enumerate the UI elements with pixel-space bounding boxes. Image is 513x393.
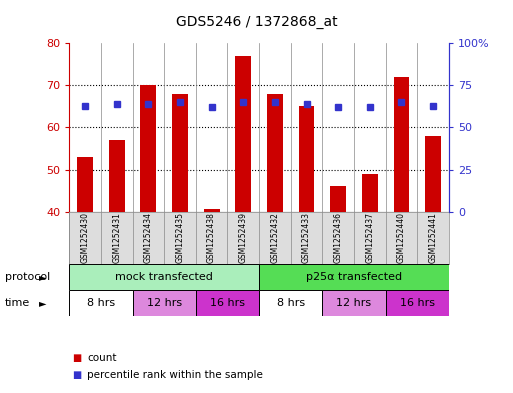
Text: mock transfected: mock transfected	[115, 272, 213, 282]
Text: GSM1252432: GSM1252432	[270, 212, 280, 263]
Text: GSM1252430: GSM1252430	[81, 212, 90, 263]
Text: GSM1252431: GSM1252431	[112, 212, 121, 263]
Text: GSM1252441: GSM1252441	[428, 212, 438, 263]
Text: 12 hrs: 12 hrs	[337, 298, 371, 308]
Text: GSM1252435: GSM1252435	[175, 212, 185, 263]
Text: GSM1252439: GSM1252439	[239, 212, 248, 263]
Bar	[109, 140, 125, 211]
Text: GSM1252436: GSM1252436	[333, 212, 343, 263]
Bar	[393, 77, 409, 211]
Bar	[141, 85, 156, 211]
Text: GSM1252440: GSM1252440	[397, 212, 406, 263]
Text: ►: ►	[38, 298, 46, 308]
Bar	[259, 264, 449, 290]
Bar	[386, 290, 449, 316]
Bar	[322, 290, 386, 316]
Text: ■: ■	[72, 370, 81, 380]
Bar	[132, 290, 196, 316]
Text: GSM1252437: GSM1252437	[365, 212, 374, 263]
Text: ►: ►	[38, 272, 46, 282]
Bar	[69, 290, 132, 316]
Text: 8 hrs: 8 hrs	[277, 298, 305, 308]
Bar	[77, 157, 93, 211]
Text: GSM1252434: GSM1252434	[144, 212, 153, 263]
Bar	[204, 209, 220, 211]
Bar	[259, 290, 322, 316]
Bar	[267, 94, 283, 211]
Bar	[299, 107, 314, 211]
Bar	[69, 264, 259, 290]
Bar	[172, 94, 188, 211]
Text: protocol: protocol	[5, 272, 50, 282]
Text: GSM1252438: GSM1252438	[207, 212, 216, 263]
Text: 16 hrs: 16 hrs	[210, 298, 245, 308]
Text: GDS5246 / 1372868_at: GDS5246 / 1372868_at	[175, 15, 338, 29]
Bar	[362, 174, 378, 211]
Bar	[196, 290, 259, 316]
Text: 16 hrs: 16 hrs	[400, 298, 435, 308]
Text: count: count	[87, 353, 117, 363]
Bar	[425, 136, 441, 211]
Text: p25α transfected: p25α transfected	[306, 272, 402, 282]
Text: 8 hrs: 8 hrs	[87, 298, 115, 308]
Text: GSM1252433: GSM1252433	[302, 212, 311, 263]
Bar	[235, 56, 251, 211]
Text: 12 hrs: 12 hrs	[147, 298, 182, 308]
Text: percentile rank within the sample: percentile rank within the sample	[87, 370, 263, 380]
Text: ■: ■	[72, 353, 81, 363]
Text: time: time	[5, 298, 30, 308]
Bar	[330, 186, 346, 211]
